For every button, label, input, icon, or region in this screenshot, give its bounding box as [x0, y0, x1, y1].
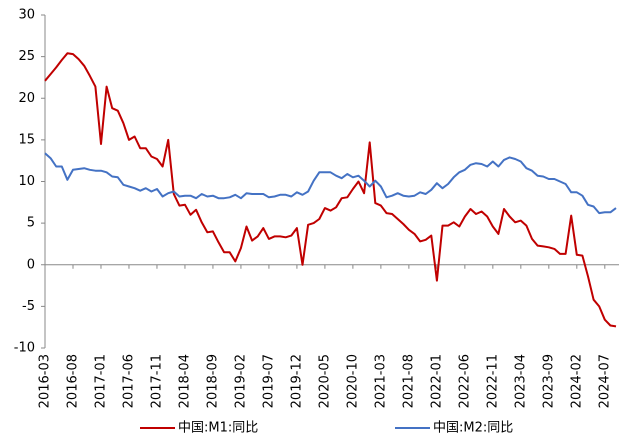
x-tick-label: 2020-10	[345, 354, 360, 408]
x-tick-label: 2019-12	[289, 354, 304, 408]
y-tick-label: 5	[27, 216, 35, 231]
y-tick-label: 15	[18, 132, 35, 147]
y-tick-label: 25	[18, 49, 35, 64]
x-tick-label: 2019-02	[233, 354, 248, 408]
x-tick-label: 2022-01	[429, 354, 444, 408]
x-tick-label: 2023-09	[541, 354, 556, 408]
x-tick-label: 2018-04	[177, 354, 192, 408]
y-tick-label: 10	[18, 174, 35, 189]
x-tick-label: 2017-01	[93, 354, 108, 408]
x-tick-label: 2020-05	[317, 354, 332, 408]
x-tick-label: 2023-04	[513, 354, 528, 408]
legend-label: 中国:M1:同比	[178, 421, 258, 436]
x-tick-label: 2022-06	[457, 354, 472, 408]
y-tick-label: -10	[14, 341, 35, 356]
x-tick-label: 2017-11	[149, 354, 164, 408]
x-tick-label: 2021-08	[401, 354, 416, 408]
x-tick-label: 2021-03	[373, 354, 388, 408]
x-tick-label: 2017-06	[121, 354, 136, 408]
x-tick-label: 2016-08	[65, 354, 80, 408]
legend-label: 中国:M2:同比	[433, 421, 513, 436]
y-tick-label: 20	[18, 91, 35, 106]
x-tick-label: 2022-11	[485, 354, 500, 408]
x-tick-label: 2018-09	[205, 354, 220, 408]
x-tick-label: 2016-03	[38, 354, 53, 408]
x-tick-label: 2024-02	[569, 354, 584, 408]
x-tick-label: 2019-07	[261, 354, 276, 408]
y-tick-label: 0	[27, 257, 35, 272]
series-line	[44, 52, 617, 328]
y-tick-label: -5	[22, 299, 35, 314]
x-tick-label: 2024-07	[597, 354, 612, 408]
series-line	[44, 152, 617, 215]
y-tick-label: 30	[18, 8, 35, 23]
